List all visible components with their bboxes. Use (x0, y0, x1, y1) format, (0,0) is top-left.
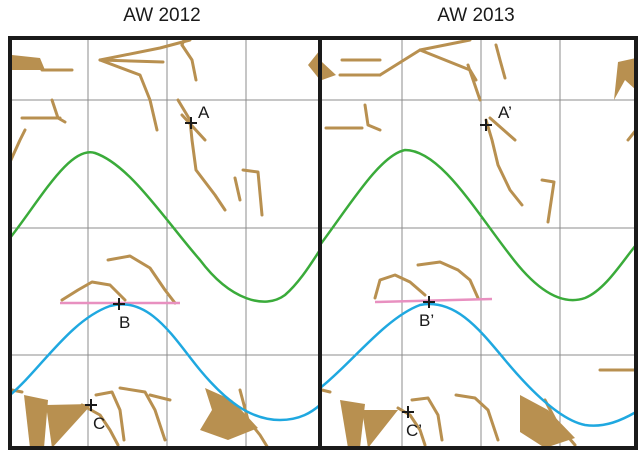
point-c-marker (85, 399, 97, 411)
point-b-marker (423, 296, 435, 308)
green-curve (318, 148, 637, 302)
terrain-features (8, 38, 270, 450)
point-b-label: B’ (419, 311, 434, 330)
point-b-marker (113, 298, 125, 310)
panel-title-aw2013: AW 2013 (437, 5, 515, 26)
pink-transect-line (374, 297, 493, 304)
panel-aw2012: A B C (8, 36, 322, 450)
grid-lines (10, 38, 320, 450)
point-a-label: A’ (498, 103, 512, 122)
point-a-marker (185, 117, 197, 129)
grid-lines (320, 38, 636, 450)
point-b-label: B (119, 313, 130, 332)
green-curve (9, 151, 322, 303)
point-c-label: C’ (406, 421, 422, 440)
point-a-marker (480, 119, 492, 131)
panel-frame (318, 36, 638, 450)
point-c-label: C (93, 414, 105, 433)
blue-curve (9, 303, 321, 422)
panel-title-aw2012: AW 2012 (123, 5, 201, 26)
terrain-wedges (12, 50, 320, 448)
terrain-features (320, 38, 638, 447)
point-c-marker (402, 406, 414, 418)
terrain-wedges (322, 58, 636, 448)
panel-aw2013: A’ B’ C’ (318, 36, 638, 450)
blue-curve (319, 302, 637, 427)
point-a-label: A (198, 103, 210, 122)
